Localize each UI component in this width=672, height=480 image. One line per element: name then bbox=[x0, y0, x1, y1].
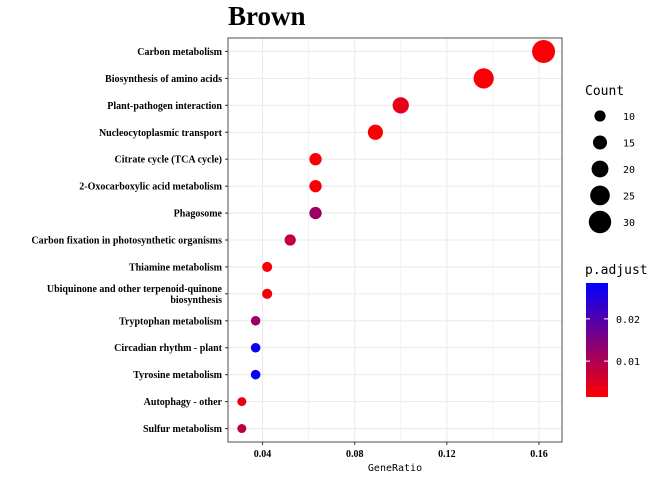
data-point bbox=[309, 153, 322, 166]
y-tick-label-line: Plant-pathogen interaction bbox=[107, 101, 222, 112]
y-tick-label: Sulfur metabolism bbox=[143, 424, 223, 435]
plot-panel bbox=[227, 37, 563, 443]
y-tick-label: Circadian rhythm - plant bbox=[114, 343, 223, 354]
y-tick-label-line: Tyrosine metabolism bbox=[133, 370, 222, 381]
count-legend-keys: 10 15 20 25 30 bbox=[588, 110, 635, 234]
y-tick-label: Tryptophan metabolism bbox=[119, 316, 223, 327]
count-legend-label: 30 bbox=[623, 218, 635, 229]
data-point bbox=[309, 206, 322, 220]
x-tick-label: 0.12 bbox=[438, 449, 456, 460]
x-tick-label: 0.04 bbox=[254, 449, 272, 460]
p-adjust-legend: p.adjust 0.01 0.02 bbox=[585, 263, 648, 397]
data-point bbox=[309, 179, 322, 193]
y-tick-label-line: Sulfur metabolism bbox=[143, 424, 223, 435]
x-axis: 0.04 0.08 0.12 0.16 bbox=[254, 442, 548, 460]
count-legend-dot bbox=[590, 185, 610, 206]
data-point bbox=[262, 288, 273, 299]
y-tick-label-line: Carbon metabolism bbox=[137, 47, 222, 58]
p-adjust-colorbar-ticks: 0.01 0.02 bbox=[586, 315, 640, 368]
count-legend-label: 25 bbox=[623, 192, 635, 203]
data-points bbox=[237, 39, 556, 434]
y-tick-label: Carbon fixation in photosynthetic organi… bbox=[31, 236, 222, 247]
y-tick-label: Biosynthesis of amino acids bbox=[105, 74, 222, 85]
y-tick-label: Thiamine metabolism bbox=[129, 262, 223, 273]
y-tick-label-line: Biosynthesis of amino acids bbox=[105, 74, 222, 85]
y-tick-label-line: Ubiquinone and other terpenoid-quinone bbox=[47, 284, 223, 295]
chart-title: Brown bbox=[228, 1, 306, 31]
y-tick-label-line: Circadian rhythm - plant bbox=[114, 343, 223, 354]
data-point bbox=[473, 68, 494, 89]
x-tick-label: 0.08 bbox=[346, 449, 364, 460]
count-legend-label: 20 bbox=[623, 165, 635, 176]
data-point bbox=[250, 316, 261, 326]
p-adjust-colorbar bbox=[586, 283, 608, 397]
count-legend-dot bbox=[594, 110, 606, 122]
y-tick-label: Nucleocytoplasmic transport bbox=[99, 128, 223, 139]
y-tick-label-line: Autophagy - other bbox=[144, 397, 223, 408]
x-axis-title: GeneRatio bbox=[368, 463, 422, 474]
count-legend-label: 15 bbox=[623, 139, 635, 150]
p-adjust-legend-title: p.adjust bbox=[585, 263, 648, 278]
data-point bbox=[237, 397, 247, 407]
data-point bbox=[532, 39, 556, 63]
y-tick-label-line: Carbon fixation in photosynthetic organi… bbox=[31, 236, 222, 247]
y-tick-label: Phagosome bbox=[174, 209, 223, 220]
y-axis-labels: Carbon metabolism Biosynthesis of amino a… bbox=[31, 47, 228, 435]
data-point bbox=[262, 261, 273, 272]
y-tick-label-line: Phagosome bbox=[174, 209, 223, 220]
y-tick-label-line: Citrate cycle (TCA cycle) bbox=[115, 155, 222, 166]
y-tick-label-line: Thiamine metabolism bbox=[129, 262, 223, 273]
y-tick-label: Plant-pathogen interaction bbox=[107, 101, 222, 112]
y-tick-label: Autophagy - other bbox=[144, 397, 223, 408]
count-legend: Count 10 15 20 25 30 bbox=[585, 84, 635, 234]
y-tick-label-line: biosynthesis bbox=[170, 295, 222, 306]
y-tick-label-line: Nucleocytoplasmic transport bbox=[99, 128, 223, 139]
count-legend-title: Count bbox=[585, 84, 624, 99]
data-point bbox=[367, 124, 384, 140]
colorbar-tick-label: 0.02 bbox=[616, 315, 640, 326]
data-point bbox=[237, 424, 247, 434]
y-tick-label-line: 2-Oxocarboxylic acid metabolism bbox=[79, 182, 222, 193]
y-tick-label: 2-Oxocarboxylic acid metabolism bbox=[79, 182, 222, 193]
count-legend-dot bbox=[588, 210, 612, 234]
data-point bbox=[250, 342, 261, 353]
y-tick-label-line: Tryptophan metabolism bbox=[119, 316, 223, 327]
colorbar-tick-label: 0.01 bbox=[616, 357, 640, 368]
data-point bbox=[392, 97, 409, 114]
count-legend-dot bbox=[591, 160, 609, 178]
data-point bbox=[250, 369, 261, 380]
x-tick-label: 0.16 bbox=[530, 449, 548, 460]
y-tick-label: Citrate cycle (TCA cycle) bbox=[115, 155, 222, 166]
count-legend-label: 10 bbox=[623, 112, 635, 123]
data-point bbox=[284, 234, 296, 246]
y-tick-label: Tyrosine metabolism bbox=[133, 370, 222, 381]
y-tick-label: Carbon metabolism bbox=[137, 47, 222, 58]
count-legend-dot bbox=[592, 135, 608, 150]
y-tick-label: Ubiquinone and other terpenoid-quinone bi… bbox=[47, 284, 223, 306]
